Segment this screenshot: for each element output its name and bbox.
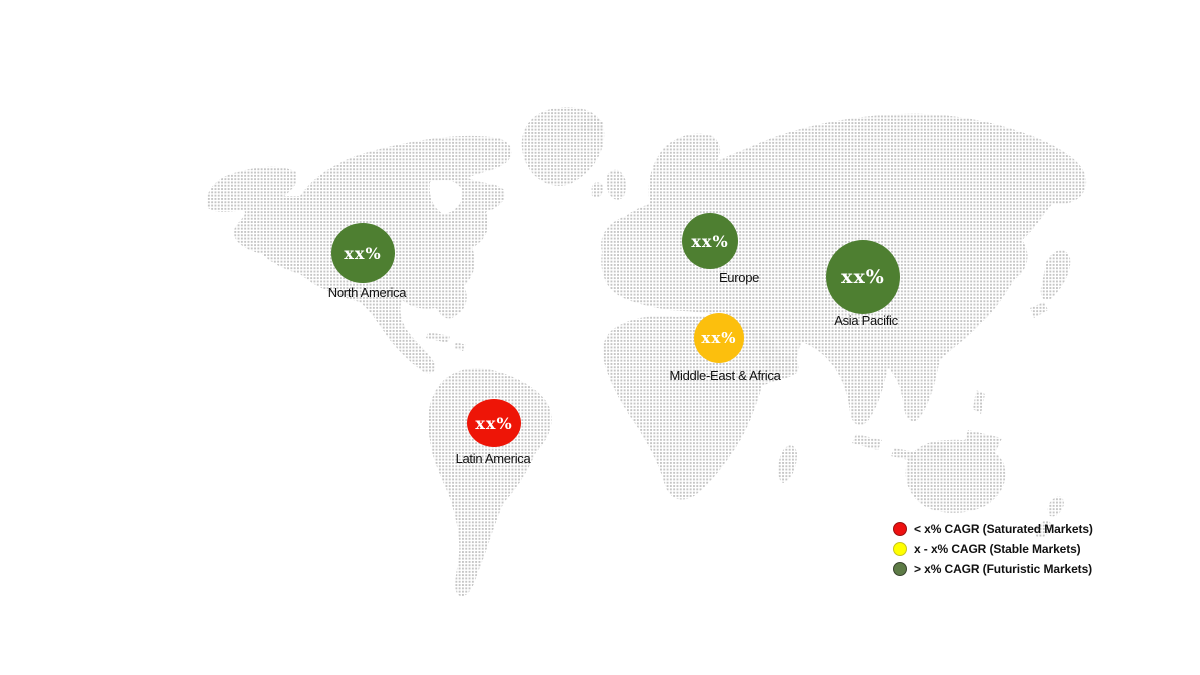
legend-dot-green-icon xyxy=(893,562,907,576)
region-label-asia-pacific: Asia Pacific xyxy=(834,313,898,328)
legend-label-futuristic: > x% CAGR (Futuristic Markets) xyxy=(914,562,1093,576)
legend-dot-yellow-icon xyxy=(893,542,907,556)
legend-label-saturated: < x% CAGR (Saturated Markets) xyxy=(914,522,1093,536)
region-value-north-america: xx% xyxy=(344,243,382,263)
bubble-middle-east-africa: xx% xyxy=(694,313,744,363)
bubble-latin-america: xx% xyxy=(467,399,521,447)
continent-africa xyxy=(602,316,799,500)
legend-dot-red-icon xyxy=(893,522,907,536)
bubble-north-america: xx% xyxy=(331,223,395,283)
legend-item-saturated: < x% CAGR (Saturated Markets) xyxy=(893,522,1093,536)
region-label-latin-america: Latin America xyxy=(455,451,531,466)
islands-caribbean xyxy=(426,332,466,351)
region-value-europe: xx% xyxy=(691,231,729,251)
region-value-middle-east-africa: xx% xyxy=(701,329,737,347)
legend-label-stable: x - x% CAGR (Stable Markets) xyxy=(914,542,1081,556)
legend-item-stable: x - x% CAGR (Stable Markets) xyxy=(893,542,1093,556)
continent-australia xyxy=(905,439,1006,513)
region-value-latin-america: xx% xyxy=(475,413,513,433)
island-madagascar xyxy=(778,445,797,483)
bubble-europe: xx% xyxy=(682,213,738,269)
region-label-middle-east-africa: Middle-East & Africa xyxy=(669,368,781,383)
islands-japan xyxy=(1030,250,1071,318)
region-value-asia-pacific: xx% xyxy=(841,266,885,288)
region-label-north-america: North America xyxy=(327,285,407,300)
region-label-europe: Europe xyxy=(718,270,760,285)
bubble-asia-pacific: xx% xyxy=(826,240,900,314)
island-iceland xyxy=(579,118,604,134)
island-ireland xyxy=(591,182,603,198)
legend: < x% CAGR (Saturated Markets) x - x% CAG… xyxy=(893,522,1093,582)
island-britain xyxy=(606,169,626,200)
islands-new-zealand xyxy=(1035,496,1064,538)
legend-item-futuristic: > x% CAGR (Futuristic Markets) xyxy=(893,562,1093,576)
